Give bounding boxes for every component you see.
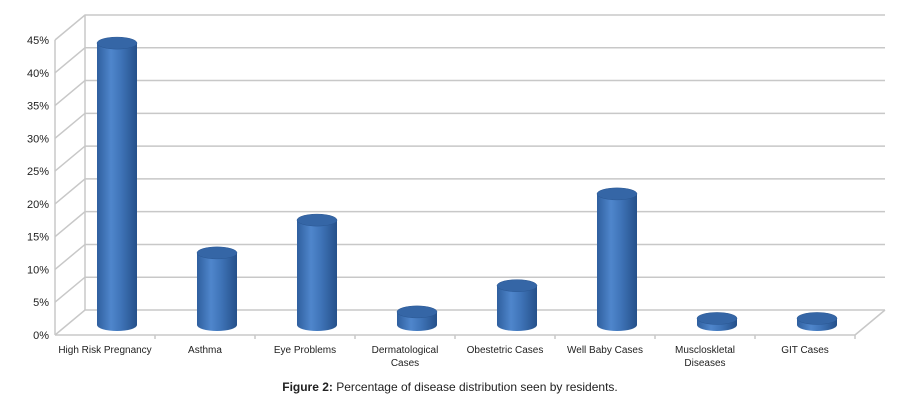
caption-text: Percentage of disease distribution seen … (332, 380, 618, 394)
y-tick-label: 25% (27, 166, 49, 178)
bar-top (496, 279, 538, 292)
y-tick-label: 40% (27, 68, 49, 80)
y-tick-label: 45% (27, 35, 49, 47)
bar (796, 312, 838, 331)
x-tick-label: Asthma (188, 345, 222, 356)
y-tick-label: 20% (27, 199, 49, 211)
x-tick-label: Well Baby Cases (567, 345, 643, 356)
bar (396, 305, 438, 331)
bar-chart: 0% 5% 10% 15% 20% 25% 30% 35% 40% 45% High Risk P… (27, 14, 886, 369)
bar (596, 187, 638, 331)
gridline (54, 178, 885, 205)
bar-top (96, 36, 138, 50)
gridline (54, 210, 885, 238)
bar-top (796, 312, 838, 325)
y-tick-label: 30% (27, 133, 49, 145)
bar-body (197, 252, 237, 331)
x-tick-label: Dermatological Cases (372, 345, 439, 369)
y-tick-label: 5% (33, 297, 49, 309)
bar (496, 279, 538, 331)
gridline (54, 145, 885, 172)
bar-top (696, 312, 738, 325)
y-tick-label: 15% (27, 232, 49, 244)
bar-body (297, 220, 337, 331)
gridline (54, 243, 885, 271)
x-tick-label: Muscloskletal Diseases (675, 345, 735, 369)
bar-top (296, 213, 338, 227)
y-tick-label: 10% (27, 264, 49, 276)
gridline (54, 276, 885, 303)
x-tick-label: Eye Problems (274, 345, 336, 356)
y-tick-label: 35% (27, 101, 49, 113)
bar (96, 36, 138, 331)
bar-body (497, 285, 537, 331)
bar (696, 312, 738, 331)
gridline (54, 112, 885, 139)
gridline (54, 14, 885, 41)
x-tick-label: High Risk Pregnancy (58, 345, 151, 356)
figure-caption: Figure 2: Percentage of disease distribu… (0, 380, 900, 394)
gridline (54, 309, 885, 336)
gridline (54, 47, 885, 74)
gridline (54, 79, 885, 107)
bar-body (97, 43, 137, 331)
bar-body (597, 193, 637, 331)
x-tick-label: Obestetric Cases (467, 345, 544, 356)
bar-top (196, 246, 238, 260)
bar-top (596, 187, 638, 201)
y-tick-label: 0% (33, 330, 49, 342)
x-tick-label: GIT Cases (781, 345, 829, 356)
bar (196, 246, 238, 331)
bar (296, 213, 338, 331)
floor-edge (854, 309, 886, 336)
caption-label: Figure 2: (282, 380, 333, 394)
bar-top (396, 305, 438, 319)
